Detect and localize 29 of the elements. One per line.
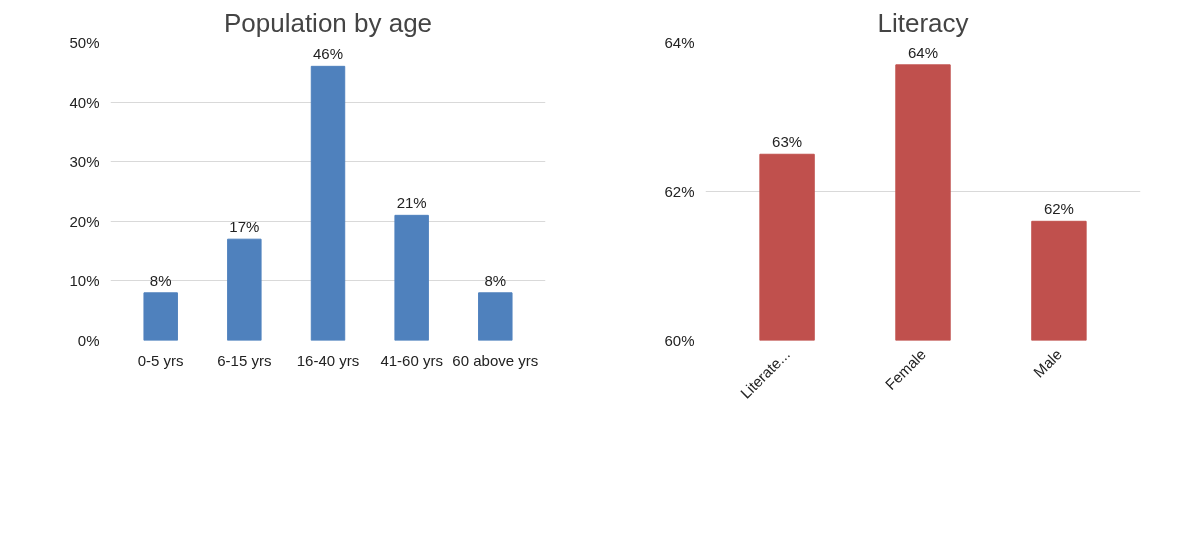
- x-tick-label: 60 above yrs: [452, 351, 539, 369]
- bar: [478, 292, 513, 341]
- bar: [310, 65, 346, 341]
- chart-title: Population by age: [223, 7, 433, 38]
- bar: [227, 238, 262, 341]
- y-tick-label: 10%: [69, 272, 100, 290]
- y-tick-label: 50%: [69, 34, 100, 51]
- data-label: 46%: [312, 45, 344, 63]
- x-tick-label: 16-40 yrs: [296, 351, 360, 369]
- y-tick-label: 64%: [664, 34, 695, 51]
- data-label: 17%: [229, 218, 260, 236]
- y-tick-label: 62%: [664, 183, 695, 200]
- data-label: 8%: [149, 271, 172, 289]
- x-tick-label: 0-5 yrs: [137, 351, 184, 369]
- chart-title: Literacy: [877, 7, 969, 38]
- data-label: 21%: [396, 194, 427, 212]
- y-tick-label: 40%: [69, 93, 100, 111]
- y-tick-label: 30%: [69, 153, 100, 171]
- data-label: 62%: [1043, 200, 1074, 218]
- bar: [143, 292, 178, 341]
- x-tick-label: 41-60 yrs: [380, 351, 443, 369]
- bar: [394, 214, 429, 341]
- y-tick-label: 0%: [77, 332, 100, 349]
- data-label: 8%: [484, 271, 507, 289]
- data-label: 63%: [772, 133, 803, 151]
- data-label: 64%: [907, 43, 939, 61]
- x-tick-label: 6-15 yrs: [217, 351, 272, 369]
- y-tick-label: 60%: [664, 332, 695, 349]
- y-tick-label: 20%: [69, 212, 100, 230]
